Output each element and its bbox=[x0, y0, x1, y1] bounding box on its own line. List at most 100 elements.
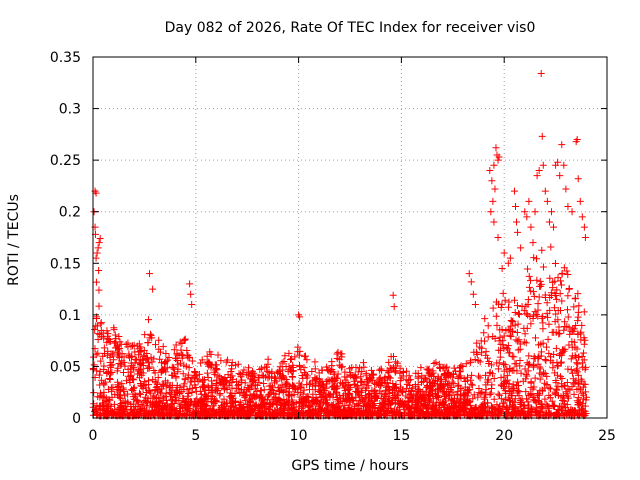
data-point bbox=[558, 141, 566, 149]
data-point bbox=[127, 368, 135, 376]
data-point bbox=[188, 389, 196, 397]
data-point bbox=[482, 348, 490, 356]
data-point bbox=[455, 381, 463, 389]
data-point bbox=[467, 376, 475, 384]
data-point bbox=[210, 409, 218, 417]
data-point bbox=[382, 386, 390, 394]
data-point bbox=[574, 401, 582, 409]
data-point bbox=[367, 366, 375, 374]
data-point bbox=[124, 339, 132, 347]
data-point bbox=[266, 409, 274, 417]
data-point bbox=[506, 254, 514, 262]
x-tick-label: 20 bbox=[495, 428, 513, 444]
data-point bbox=[173, 383, 181, 391]
data-point bbox=[565, 323, 573, 331]
data-point bbox=[363, 376, 371, 384]
data-point bbox=[183, 352, 191, 360]
data-point bbox=[486, 390, 494, 398]
data-point bbox=[358, 396, 366, 404]
data-point bbox=[543, 299, 551, 307]
data-point bbox=[259, 400, 267, 408]
data-point bbox=[574, 379, 582, 387]
data-point bbox=[277, 397, 285, 405]
data-point bbox=[501, 296, 509, 304]
data-point bbox=[241, 408, 249, 416]
data-point bbox=[315, 387, 323, 395]
data-point bbox=[374, 410, 382, 418]
data-point bbox=[533, 255, 540, 263]
data-point bbox=[557, 393, 565, 401]
data-point bbox=[511, 308, 519, 316]
data-point bbox=[211, 370, 219, 378]
data-point bbox=[186, 378, 194, 386]
data-point bbox=[163, 400, 171, 408]
data-point bbox=[214, 351, 222, 359]
data-point bbox=[240, 386, 248, 394]
data-point bbox=[498, 325, 506, 333]
data-point bbox=[95, 239, 103, 247]
data-point bbox=[324, 408, 332, 416]
data-point bbox=[188, 357, 196, 365]
data-point bbox=[534, 306, 542, 314]
data-point bbox=[564, 365, 572, 373]
data-point bbox=[399, 388, 407, 396]
y-tick-label: 0.35 bbox=[50, 50, 81, 66]
data-point bbox=[442, 394, 450, 402]
y-tick-label: 0 bbox=[72, 411, 81, 427]
data-point bbox=[527, 320, 535, 328]
data-point bbox=[156, 355, 164, 363]
data-point bbox=[574, 317, 582, 325]
data-point bbox=[137, 365, 145, 373]
data-point bbox=[255, 378, 263, 386]
data-point bbox=[357, 408, 365, 416]
data-point bbox=[425, 392, 433, 400]
data-point bbox=[377, 381, 385, 389]
data-point bbox=[381, 373, 389, 381]
data-point bbox=[392, 362, 400, 370]
data-point bbox=[481, 399, 489, 407]
data-point bbox=[504, 345, 512, 353]
data-point bbox=[118, 411, 126, 419]
data-point bbox=[560, 161, 568, 169]
data-point bbox=[324, 402, 332, 410]
data-point bbox=[556, 172, 564, 180]
data-point bbox=[513, 302, 521, 310]
data-point bbox=[124, 372, 132, 380]
data-point bbox=[137, 407, 145, 415]
data-point bbox=[110, 324, 118, 332]
data-point bbox=[578, 377, 586, 385]
data-point bbox=[164, 379, 172, 387]
data-point bbox=[413, 397, 421, 405]
data-point bbox=[452, 398, 460, 406]
data-point bbox=[194, 377, 202, 385]
x-axis-label: GPS time / hours bbox=[291, 458, 408, 474]
data-point bbox=[474, 356, 482, 364]
data-point bbox=[543, 343, 551, 351]
data-point bbox=[110, 400, 118, 408]
y-tick-label: 0.2 bbox=[59, 205, 81, 221]
data-point bbox=[467, 380, 475, 388]
data-point bbox=[492, 298, 500, 306]
data-point bbox=[103, 369, 111, 377]
data-point bbox=[531, 334, 539, 342]
data-point bbox=[476, 343, 484, 351]
data-point bbox=[470, 348, 478, 356]
data-point bbox=[580, 308, 588, 316]
data-point bbox=[551, 260, 559, 268]
data-point bbox=[500, 373, 508, 381]
data-point bbox=[250, 369, 258, 377]
data-point bbox=[386, 364, 394, 372]
data-point bbox=[552, 291, 560, 299]
data-point bbox=[177, 400, 185, 408]
data-point bbox=[465, 270, 473, 278]
data-point bbox=[355, 401, 363, 409]
data-point bbox=[515, 310, 523, 318]
data-point bbox=[431, 387, 439, 395]
data-point bbox=[500, 367, 508, 375]
data-point bbox=[525, 272, 533, 280]
data-point bbox=[265, 391, 273, 399]
data-point bbox=[302, 370, 310, 378]
data-point bbox=[336, 391, 344, 399]
data-point bbox=[174, 361, 182, 369]
data-point bbox=[521, 365, 529, 373]
